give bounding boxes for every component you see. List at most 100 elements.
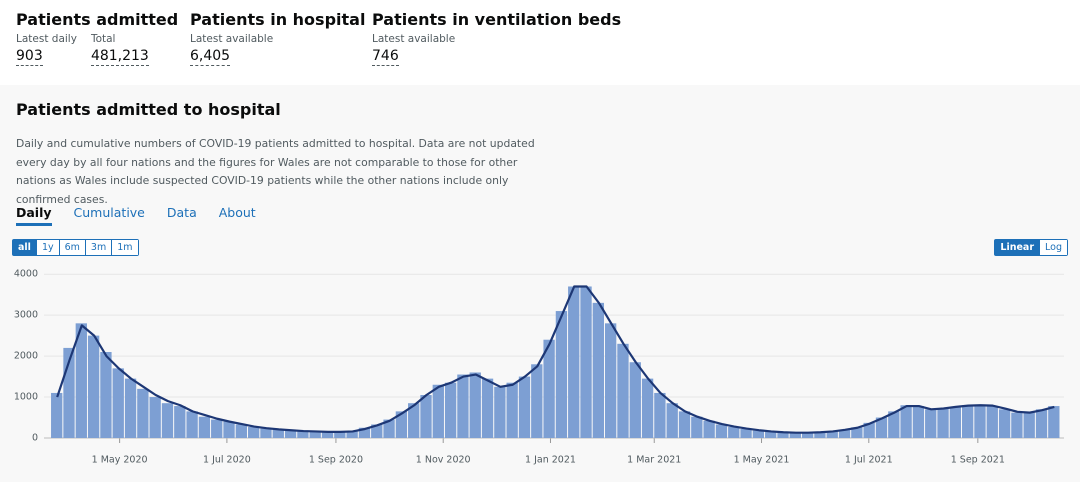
bar [666,403,678,438]
bar [334,431,346,438]
stat-title: Patients admitted [16,10,179,29]
stat-label: Latest available [372,33,456,45]
bar [223,421,235,438]
bar [543,339,555,438]
tab[interactable]: Cumulative [73,205,145,220]
range-button[interactable]: 6m [58,240,85,255]
tabs: Daily Cumulative Data About [16,205,278,226]
bar [481,378,494,438]
bar [297,431,309,438]
bar [408,403,420,438]
bar [715,424,728,438]
bar [814,432,826,438]
bar [284,430,297,438]
range-button[interactable]: 1m [111,240,138,255]
x-tick-label: 1 Nov 2020 [416,455,471,466]
y-tick-label: 4000 [14,269,38,280]
range-button[interactable]: 3m [84,240,112,255]
tab[interactable]: About [218,205,256,220]
bar [654,392,666,438]
bar [124,378,137,438]
bar [248,426,260,438]
bar [691,416,703,438]
stat-value[interactable]: 481,213 [90,48,149,66]
range-button[interactable]: all [13,240,36,255]
bar [912,406,925,438]
stat-label: Total [90,33,116,45]
stat-value[interactable]: 903 [16,48,43,66]
tab[interactable]: Daily [16,205,52,226]
bar [137,388,149,438]
bar [186,411,198,438]
stat-item: Latest available 746 [372,33,455,66]
stat: Patients admitted Latest daily 903 Total 481… [16,10,178,66]
stat-item: Latest available 6,405 [190,33,273,66]
bar [949,406,961,438]
bar [605,323,617,438]
bar [641,378,654,438]
x-tick-label: 1 May 2020 [92,455,148,466]
bar [962,405,974,438]
bar [112,368,124,438]
bar [875,417,888,438]
bar [555,311,568,438]
bar [321,432,334,438]
bar [925,409,937,438]
bar [937,408,949,438]
x-tick-label: 1 Mar 2021 [627,455,681,466]
scale-button[interactable]: Linear [995,240,1040,255]
bar [457,374,469,438]
bar [211,419,223,438]
bar [568,286,580,438]
bar [703,420,715,438]
bar [1011,412,1023,438]
bar [63,347,75,438]
range-buttons: all 1y 6m 3m 1m [12,239,139,256]
bar [346,431,358,438]
bar [998,409,1011,438]
stat-title: Patients in ventilation beds [372,10,622,29]
bar [531,364,543,438]
bar [235,424,247,438]
bar [617,343,629,438]
bar [826,431,838,438]
bar [161,403,174,438]
tab[interactable]: Data [166,205,197,220]
bar [974,405,986,438]
bar [506,382,518,438]
bar [420,395,432,438]
bar [444,382,457,438]
average-line [56,285,1055,434]
stat-value[interactable]: 6,405 [190,48,231,66]
bar [728,426,740,438]
bar [432,384,444,438]
bar [629,362,641,438]
bar [789,433,801,438]
bar [580,286,592,438]
bar [469,372,481,438]
stat-label: Latest daily [16,33,77,45]
bar [272,429,284,438]
scale-button[interactable]: Log [1039,240,1067,255]
chart: 0 1000 2000 3000 4000 1 May 2020 1 Jul 2020 1 S… [14,269,1064,466]
bar [765,431,777,438]
bar [260,428,272,438]
x-tick-label: 1 Sep 2021 [951,455,1005,466]
bar [986,406,998,438]
stat-item: Total 481,213 [90,33,149,66]
x-tick-label: 1 Jul 2021 [845,455,893,466]
bar [1023,412,1035,438]
scale-buttons: Linear Log [994,239,1068,256]
bar [678,411,691,438]
bar [149,397,161,438]
bar [309,431,321,438]
stat: Patients in ventilation beds Latest avail… [372,10,621,66]
x-tick-label: 1 Jul 2020 [203,455,251,466]
stat-value[interactable]: 746 [372,48,399,66]
bar [371,424,383,438]
y-tick-label: 3000 [14,310,38,321]
bar [801,432,814,438]
range-button[interactable]: 1y [35,240,59,255]
card-title: Patients admitted to hospital [16,100,281,119]
bar [383,419,395,438]
